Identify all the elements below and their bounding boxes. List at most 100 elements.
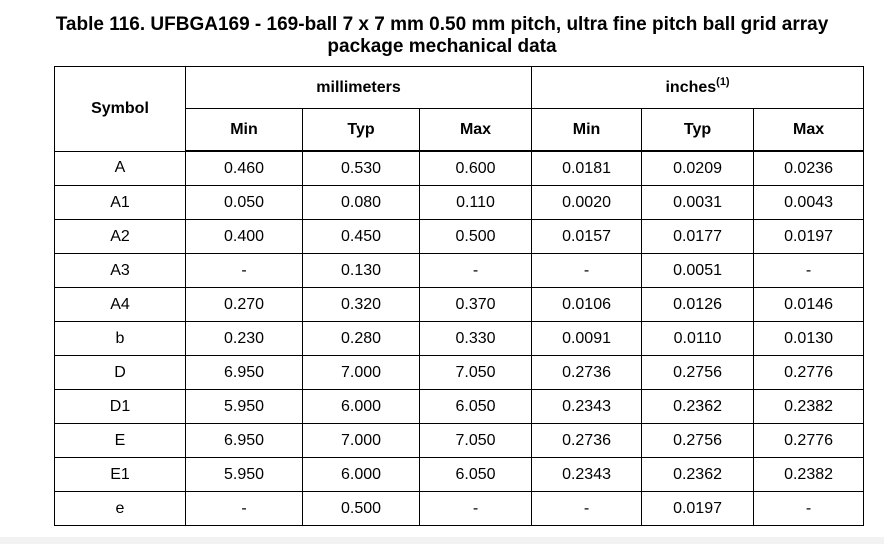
table-row: b 0.230 0.280 0.330 0.0091 0.0110 0.0130 xyxy=(54,321,865,356)
header-inches: inches(1) xyxy=(531,66,865,109)
cell-in-min: 0.0091 xyxy=(531,321,643,356)
cell-in-min: 0.2736 xyxy=(531,423,643,458)
cell-mm-typ: 0.450 xyxy=(302,219,420,254)
cell-in-min: - xyxy=(531,491,643,526)
cell-mm-max: 0.330 xyxy=(418,321,533,356)
cell-mm-min: 0.270 xyxy=(185,287,303,322)
cell-in-typ: 0.2756 xyxy=(641,355,755,390)
cell-mm-min: - xyxy=(185,491,303,526)
cell-mm-min: 5.950 xyxy=(185,457,303,492)
cell-mm-max: 6.050 xyxy=(418,457,533,492)
table-row: D1 5.950 6.000 6.050 0.2343 0.2362 0.2382 xyxy=(54,389,865,424)
cell-mm-typ: 0.320 xyxy=(302,287,420,322)
cell-mm-max: 0.500 xyxy=(418,219,533,254)
cell-in-max: 0.0197 xyxy=(753,219,865,254)
cell-in-typ: 0.0051 xyxy=(641,253,755,288)
cell-in-min: 0.0020 xyxy=(531,185,643,220)
cell-in-typ: 0.0110 xyxy=(641,321,755,356)
cell-in-max: - xyxy=(753,491,865,526)
cell-mm-max: 7.050 xyxy=(418,423,533,458)
cell-symbol: A4 xyxy=(54,287,186,322)
cell-in-max: 0.0130 xyxy=(753,321,865,356)
mechanical-data-table: Symbol millimeters inches(1) Min Typ Max… xyxy=(54,66,865,526)
table-row: A1 0.050 0.080 0.110 0.0020 0.0031 0.0043 xyxy=(54,185,865,220)
cell-mm-max: 7.050 xyxy=(418,355,533,390)
table-row: E 6.950 7.000 7.050 0.2736 0.2756 0.2776 xyxy=(54,423,865,458)
cell-mm-typ: 0.130 xyxy=(302,253,420,288)
cell-symbol: D xyxy=(54,355,186,390)
cell-mm-max: - xyxy=(418,491,533,526)
header-mm-min: Min xyxy=(185,108,303,152)
table-caption: Table 116. UFBGA169 - 169-ball 7 x 7 mm … xyxy=(0,14,884,58)
header-in-max: Max xyxy=(753,108,865,152)
cell-mm-min: 6.950 xyxy=(185,355,303,390)
header-in-min: Min xyxy=(531,108,643,152)
cell-in-typ: 0.0209 xyxy=(641,150,755,186)
cell-mm-max: 0.600 xyxy=(418,150,533,186)
table-row: E1 5.950 6.000 6.050 0.2343 0.2362 0.2382 xyxy=(54,457,865,492)
cell-mm-typ: 7.000 xyxy=(302,423,420,458)
cell-in-max: 0.0146 xyxy=(753,287,865,322)
bottom-bar xyxy=(0,537,884,544)
cell-symbol: b xyxy=(54,321,186,356)
table-row: A2 0.400 0.450 0.500 0.0157 0.0177 0.0197 xyxy=(54,219,865,254)
cell-symbol: A xyxy=(54,150,186,186)
table-row: A 0.460 0.530 0.600 0.0181 0.0209 0.0236 xyxy=(54,150,865,186)
table-body: A 0.460 0.530 0.600 0.0181 0.0209 0.0236 A1 0.05… xyxy=(54,150,865,526)
cell-symbol: A2 xyxy=(54,219,186,254)
footnote-ref: (1) xyxy=(716,75,730,88)
cell-in-max: 0.0236 xyxy=(753,150,865,186)
cell-mm-typ: 6.000 xyxy=(302,389,420,424)
cell-mm-typ: 0.080 xyxy=(302,185,420,220)
cell-in-typ: 0.0126 xyxy=(641,287,755,322)
table-row: D 6.950 7.000 7.050 0.2736 0.2756 0.2776 xyxy=(54,355,865,390)
cell-symbol: E1 xyxy=(54,457,186,492)
cell-in-min: 0.0181 xyxy=(531,150,643,186)
cell-in-min: 0.2736 xyxy=(531,355,643,390)
cell-mm-typ: 6.000 xyxy=(302,457,420,492)
cell-mm-typ: 0.530 xyxy=(302,150,420,186)
cell-symbol: A3 xyxy=(54,253,186,288)
cell-in-min: 0.2343 xyxy=(531,457,643,492)
cell-mm-min: 0.460 xyxy=(185,150,303,186)
header-inches-label: inches xyxy=(665,78,717,96)
cell-in-typ: 0.0031 xyxy=(641,185,755,220)
cell-mm-typ: 7.000 xyxy=(302,355,420,390)
cell-symbol: A1 xyxy=(54,185,186,220)
cell-mm-max: 0.370 xyxy=(418,287,533,322)
cell-symbol: D1 xyxy=(54,389,186,424)
cell-in-max: 0.2776 xyxy=(753,423,865,458)
header-mm-max: Max xyxy=(418,108,533,152)
header-millimeters: millimeters xyxy=(184,66,533,109)
cell-in-min: 0.0106 xyxy=(531,287,643,322)
cell-in-typ: 0.2362 xyxy=(641,389,755,424)
cell-in-min: 0.0157 xyxy=(531,219,643,254)
cell-mm-min: 6.950 xyxy=(185,423,303,458)
caption-line-1: Table 116. UFBGA169 - 169-ball 7 x 7 mm … xyxy=(55,14,829,35)
cell-in-min: 0.2343 xyxy=(531,389,643,424)
cell-in-max: 0.2776 xyxy=(753,355,865,390)
cell-mm-max: - xyxy=(418,253,533,288)
cell-in-min: - xyxy=(531,253,643,288)
cell-in-typ: 0.0177 xyxy=(641,219,755,254)
header-mm-typ: Typ xyxy=(302,108,420,152)
cell-in-typ: 0.0197 xyxy=(641,491,755,526)
table-row: e -0.500- -0.0197- xyxy=(54,491,865,526)
cell-mm-min: - xyxy=(185,253,303,288)
cell-mm-max: 6.050 xyxy=(418,389,533,424)
cell-in-typ: 0.2756 xyxy=(641,423,755,458)
cell-mm-typ: 0.500 xyxy=(302,491,420,526)
cell-in-typ: 0.2362 xyxy=(641,457,755,492)
cell-symbol: E xyxy=(54,423,186,458)
caption-line-2: package mechanical data xyxy=(327,36,557,57)
cell-mm-min: 0.400 xyxy=(185,219,303,254)
cell-symbol: e xyxy=(54,491,186,526)
table-row: A4 0.270 0.320 0.370 0.0106 0.0126 0.0146 xyxy=(54,287,865,322)
header-symbol: Symbol xyxy=(54,66,186,152)
cell-in-max: - xyxy=(753,253,865,288)
cell-mm-max: 0.110 xyxy=(418,185,533,220)
cell-in-max: 0.2382 xyxy=(753,389,865,424)
cell-mm-typ: 0.280 xyxy=(302,321,420,356)
cell-in-max: 0.2382 xyxy=(753,457,865,492)
cell-in-max: 0.0043 xyxy=(753,185,865,220)
